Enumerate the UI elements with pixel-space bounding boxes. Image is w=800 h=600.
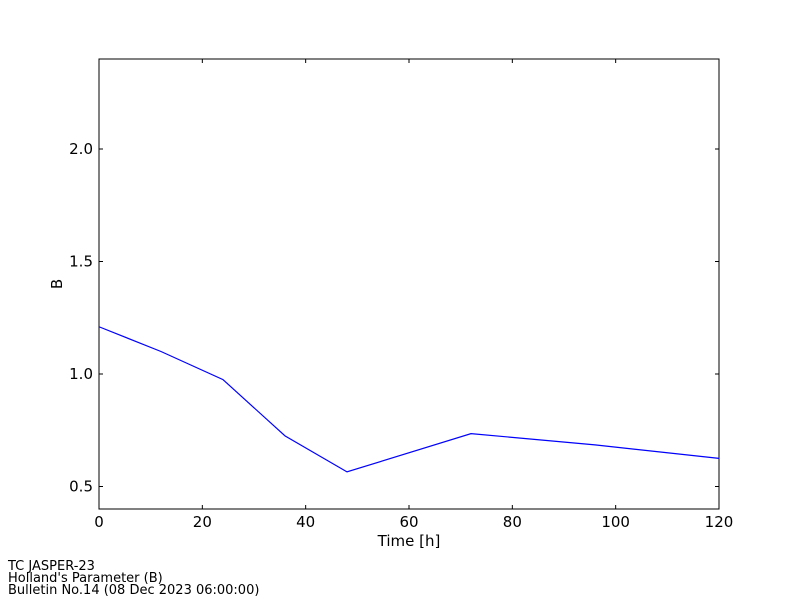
- x-tick-label: 0: [94, 513, 104, 531]
- y-tick-label: 2.0: [69, 140, 93, 158]
- y-tick-label: 0.5: [69, 478, 93, 496]
- footer-line: Holland's Parameter (B): [8, 571, 163, 586]
- x-tick-label: 20: [193, 513, 212, 531]
- data-line: [98, 326, 720, 473]
- footer-line: Bulletin No.14 (08 Dec 2023 06:00:00): [8, 583, 259, 598]
- x-axis-label: Time [h]: [377, 532, 441, 550]
- x-tick-label: 80: [503, 513, 522, 531]
- x-tick-label: 100: [601, 513, 630, 531]
- y-tick-label: 1.0: [69, 365, 93, 383]
- x-tick-label: 60: [399, 513, 418, 531]
- footer-line: TC JASPER-23: [7, 559, 95, 574]
- x-tick-label: 120: [705, 513, 734, 531]
- x-tick-label: 40: [296, 513, 315, 531]
- y-tick-label: 1.5: [69, 253, 93, 271]
- y-axis-label: B: [48, 279, 66, 289]
- plot-frame: [98, 58, 720, 510]
